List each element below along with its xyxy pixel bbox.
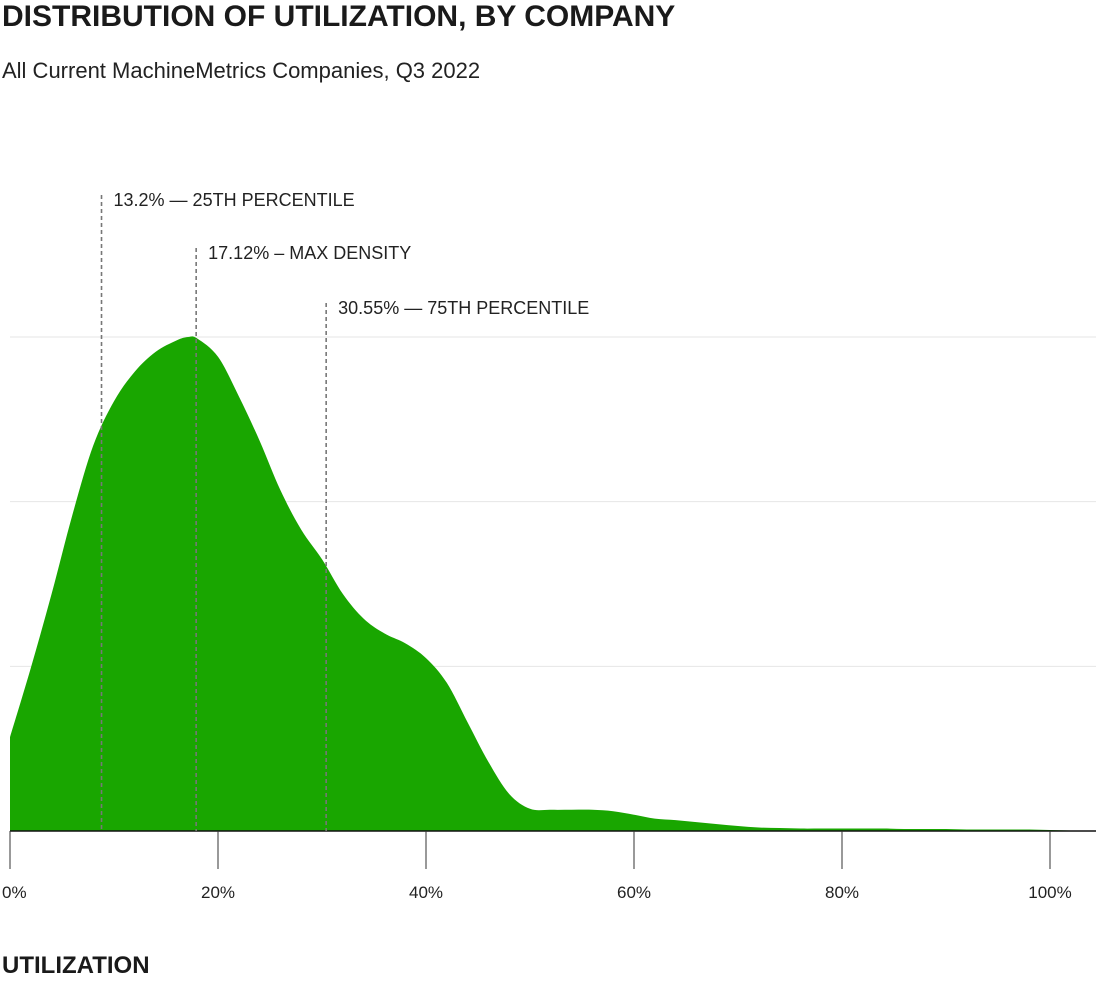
annotations: 13.2% — 25TH PERCENTILE 17.12% – MAX DENS… [100, 190, 589, 831]
x-tick-label: 80% [825, 883, 859, 902]
x-axis-label: UTILIZATION [2, 952, 150, 979]
annotation-label: 13.2% — 25TH PERCENTILE [114, 190, 355, 210]
chart-title: DISTRIBUTION OF UTILIZATION, BY COMPANY [2, 0, 676, 33]
density-area-layer [10, 336, 1092, 831]
x-axis: 0% 20% 40% 60% 80% 100% [2, 830, 1096, 902]
annotation-label: 17.12% – MAX DENSITY [208, 243, 411, 263]
density-area [10, 336, 1092, 831]
density-chart: 0% 20% 40% 60% 80% 100% 13.2% — 25TH PERCENTI… [2, 190, 1096, 902]
x-tick-label: 20% [201, 883, 235, 902]
x-tick-label: 40% [409, 883, 443, 902]
chart-subtitle: All Current MachineMetrics Companies, Q3… [2, 58, 481, 83]
x-tick-label: 60% [617, 883, 651, 902]
x-tick-label: 100% [1028, 883, 1071, 902]
annotation-label: 30.55% — 75TH PERCENTILE [338, 298, 589, 318]
x-tick-label: 0% [2, 883, 27, 902]
